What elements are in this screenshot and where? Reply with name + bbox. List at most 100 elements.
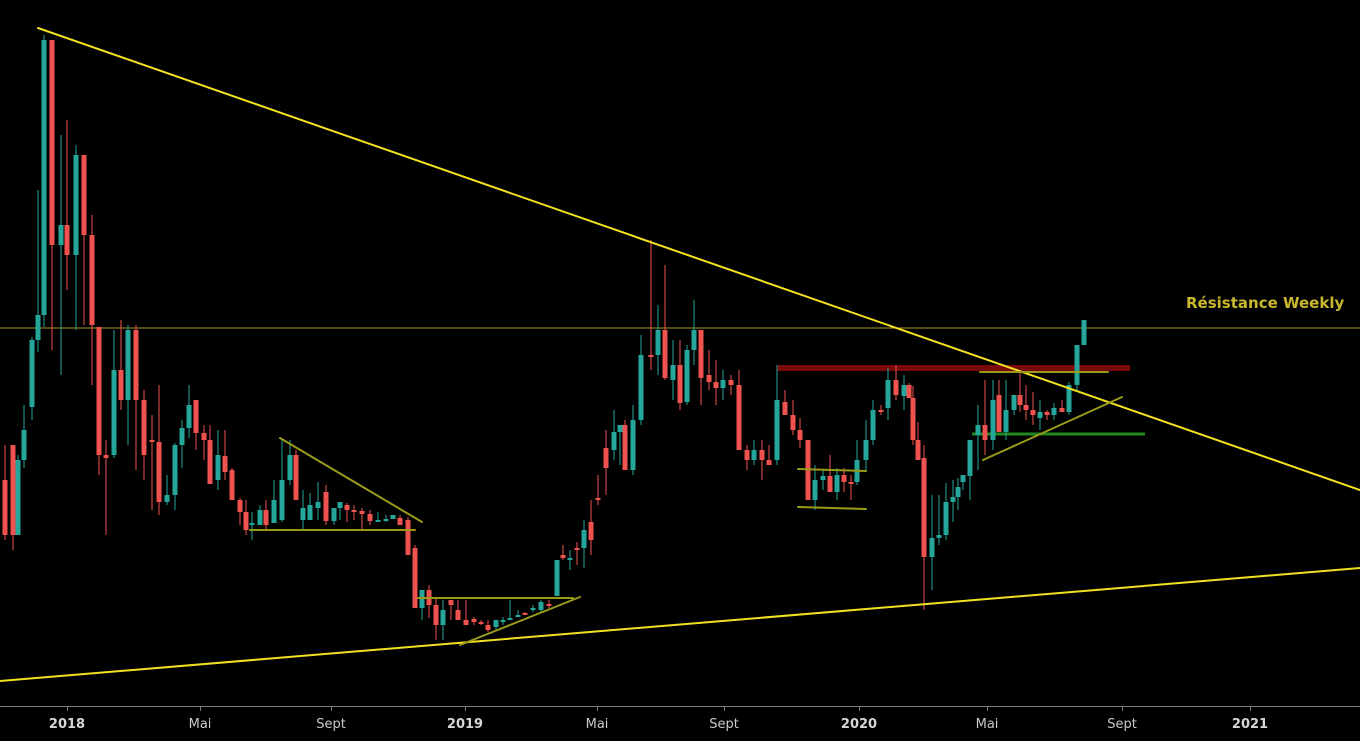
bearish-candle [351, 505, 357, 520]
price-chart-area[interactable]: Résistance Weekly [0, 0, 1360, 706]
bullish-candle [279, 440, 285, 522]
bearish-candle [713, 360, 719, 405]
time-axis-label: Sept [709, 717, 739, 732]
bullish-candle [337, 502, 343, 520]
bullish-candle [967, 440, 973, 500]
time-axis-label: Sept [316, 717, 346, 732]
pattern-2019-range-top-line [797, 468, 867, 472]
bullish-candle [1074, 345, 1080, 390]
bullish-candle [315, 482, 321, 520]
bullish-candle [493, 620, 499, 630]
bearish-candle [367, 510, 373, 525]
bearish-candle [915, 422, 921, 460]
bullish-candle [73, 145, 79, 330]
bearish-candle [622, 420, 628, 470]
time-axis-label: 2020 [840, 717, 878, 732]
bullish-candle [774, 365, 780, 465]
bearish-candle [405, 517, 411, 555]
bearish-candle [603, 430, 609, 495]
pattern-2019-range-base-line [797, 506, 867, 510]
bearish-candle [878, 405, 884, 415]
bearish-candle [478, 620, 484, 625]
bullish-candle [1081, 320, 1087, 345]
bullish-candle [172, 443, 178, 510]
bearish-candle [49, 40, 55, 350]
time-axis-tick-mark [987, 707, 988, 711]
bearish-candle [103, 440, 109, 535]
bullish-candle [834, 468, 840, 500]
bearish-candle [201, 425, 207, 460]
bearish-candle [96, 327, 102, 475]
time-axis-tick-mark [859, 707, 860, 711]
bullish-candle [35, 190, 41, 352]
bearish-candle [766, 445, 772, 465]
bullish-candle [440, 600, 446, 640]
time-axis-label: Mai [975, 717, 999, 732]
bullish-candle [383, 515, 389, 522]
bullish-candle [554, 560, 560, 596]
bullish-candle [611, 410, 617, 460]
bearish-candle [522, 612, 528, 615]
time-axis-label: Sept [1107, 717, 1137, 732]
bearish-candle [790, 400, 796, 435]
bearish-candle [827, 455, 833, 492]
bullish-candle [691, 300, 697, 365]
bullish-candle [111, 330, 117, 458]
bearish-candle [10, 445, 16, 550]
time-axis-tick-mark [1122, 707, 1123, 711]
bearish-candle [397, 515, 403, 525]
bullish-candle [854, 440, 860, 485]
bullish-candle [41, 35, 47, 327]
time-axis-tick-mark [597, 707, 598, 711]
bearish-candle [89, 215, 95, 385]
resistance-zone [777, 365, 1130, 371]
bullish-candle [655, 305, 661, 375]
time-axis-label: Mai [585, 717, 609, 732]
bearish-candle [263, 500, 269, 530]
bearish-candle [463, 600, 469, 625]
time-axis-tick-mark [331, 707, 332, 711]
bullish-candle [955, 478, 961, 510]
bearish-candle [574, 542, 580, 565]
bullish-candle [29, 337, 35, 420]
bearish-candle [736, 370, 742, 450]
bearish-candle [81, 155, 87, 325]
bearish-candle [848, 475, 854, 500]
time-axis[interactable]: 2018 Mai Sept 2019 Mai Sept 2020 Mai Sept 2021 [0, 706, 1360, 741]
bearish-candle [841, 468, 847, 492]
bearish-candle [744, 445, 750, 470]
bearish-candle [595, 475, 601, 505]
candlestick-chart [0, 27, 1360, 682]
bullish-candle [164, 475, 170, 505]
bearish-candle [588, 500, 594, 555]
bearish-candle [1044, 410, 1050, 420]
bullish-candle [125, 325, 131, 445]
bullish-candle [186, 385, 192, 438]
bearish-candle [1017, 370, 1023, 412]
bearish-candle [893, 365, 899, 400]
bearish-candle [906, 383, 912, 398]
bearish-candle [207, 425, 213, 484]
bullish-candle [249, 512, 255, 540]
bearish-candle [455, 600, 461, 620]
time-axis-tick-mark [67, 707, 68, 711]
major-downtrend-line [37, 27, 1360, 491]
bearish-candle [677, 340, 683, 410]
bearish-candle [921, 445, 927, 610]
bearish-candle [648, 240, 654, 370]
bullish-candle [15, 455, 21, 535]
bullish-candle [515, 610, 521, 617]
bearish-candle [323, 485, 329, 525]
bullish-candle [581, 520, 587, 568]
bullish-candle [870, 400, 876, 445]
bullish-candle [901, 375, 907, 410]
bullish-candle [684, 345, 690, 405]
pattern-2020-asc-triangle-base-line [982, 396, 1123, 461]
bullish-candle [720, 370, 726, 400]
bearish-candle [133, 325, 139, 470]
bullish-candle [307, 493, 313, 520]
bullish-candle [257, 505, 263, 525]
bearish-candle [243, 500, 249, 535]
bullish-candle [630, 405, 636, 475]
bearish-candle [433, 598, 439, 640]
